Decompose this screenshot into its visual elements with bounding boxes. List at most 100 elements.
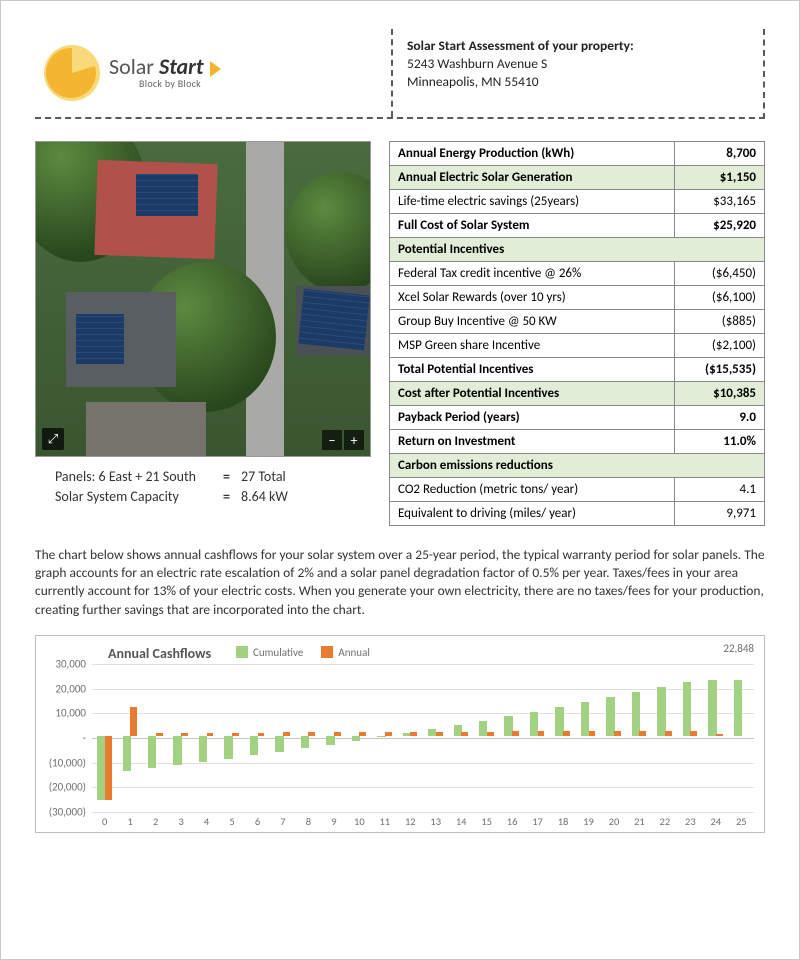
y-axis-label: 20,000 (42, 682, 86, 695)
y-axis-label: (30,000) (42, 805, 86, 818)
x-axis-label: 2 (153, 815, 158, 828)
chart-bar (326, 736, 334, 745)
address-line-2: Minneapolis, MN 55410 (407, 73, 753, 91)
chart-bar (283, 732, 290, 735)
x-axis-label: 17 (532, 815, 543, 828)
chart-bar (359, 732, 366, 736)
table-row: Return on Investment11.0% (390, 430, 765, 454)
explanatory-paragraph: The chart below shows annual cashflows f… (35, 546, 765, 619)
chart-bar (123, 736, 131, 772)
chart-bar (224, 736, 232, 759)
chart-bar (665, 731, 672, 736)
chart-bar (683, 682, 691, 736)
table-row: Annual Energy Production (kWh)8,700 (390, 142, 765, 166)
x-axis-label: 13 (430, 815, 441, 828)
chart-bar (352, 736, 360, 741)
chart-bar (461, 732, 468, 736)
x-axis-label: 16 (507, 815, 518, 828)
system-summary: Panels: 6 East + 21 South = 27 Total Sol… (35, 467, 371, 508)
logo-arrow-icon (210, 61, 221, 77)
chart-bar (173, 736, 181, 765)
chart-bar (308, 732, 315, 736)
logo-icon (43, 44, 101, 102)
capacity-label: Solar System Capacity (55, 487, 223, 507)
chart-bar (199, 736, 207, 762)
chart-bar (301, 736, 309, 748)
chart-bar (614, 731, 621, 736)
chart-bar (410, 732, 417, 736)
financial-table: Annual Energy Production (kWh)8,700Annua… (389, 141, 765, 526)
table-row: Carbon emissions reductions (390, 454, 765, 478)
cashflow-chart: Annual Cashflows Cumulative Annual 22,84… (35, 635, 765, 833)
table-row: Xcel Solar Rewards (over 10 yrs)($6,100) (390, 286, 765, 310)
table-row: Equivalent to driving (miles/ year)9,971 (390, 502, 765, 526)
zoom-out-button[interactable]: − (322, 430, 342, 450)
x-axis-label: 0 (102, 815, 107, 828)
chart-title: Annual Cashflows (108, 645, 211, 662)
x-axis-label: 9 (331, 815, 336, 828)
y-axis-label: (10,000) (42, 756, 86, 769)
chart-bar (487, 732, 494, 736)
chart-bar (148, 736, 156, 768)
zoom-controls[interactable]: − + (322, 430, 364, 450)
x-axis-label: 15 (481, 815, 492, 828)
chart-bar (105, 736, 112, 800)
table-row: Annual Electric Solar Generation$1,150 (390, 166, 765, 190)
chart-bar (708, 680, 716, 736)
x-axis-label: 11 (379, 815, 390, 828)
x-axis-label: 25 (736, 815, 747, 828)
x-axis-label: 8 (306, 815, 311, 828)
zoom-in-button[interactable]: + (344, 430, 364, 450)
x-axis-label: 3 (178, 815, 183, 828)
chart-bar (207, 733, 214, 736)
chart-bar (385, 732, 392, 736)
chart-bar (377, 736, 385, 737)
x-axis-label: 23 (685, 815, 696, 828)
x-axis-label: 4 (204, 815, 209, 828)
chart-bar (334, 732, 341, 736)
y-axis-label: (20,000) (42, 781, 86, 794)
x-axis-label: 24 (710, 815, 721, 828)
table-row: Total Potential Incentives($15,535) (390, 358, 765, 382)
chart-legend: Cumulative Annual (236, 646, 370, 659)
legend-cumulative: Cumulative (253, 646, 303, 659)
x-axis-label: 6 (255, 815, 260, 828)
x-axis-label: 19 (583, 815, 594, 828)
table-row: Payback Period (years)9.0 (390, 406, 765, 430)
panels-value: 27 Total (241, 467, 286, 487)
x-axis-label: 20 (609, 815, 620, 828)
x-axis-label: 14 (456, 815, 467, 828)
x-axis-label: 7 (280, 815, 285, 828)
table-row: MSP Green share Incentive($2,100) (390, 334, 765, 358)
assessment-title: Solar Start Assessment of your property: (407, 37, 753, 55)
chart-bar (232, 733, 239, 736)
x-axis-label: 12 (405, 815, 416, 828)
chart-bar (690, 731, 697, 736)
chart-bar (156, 733, 163, 736)
logo-area: Solar Start Block by Block (35, 29, 393, 117)
panels-label: Panels: 6 East + 21 South (55, 467, 223, 487)
table-row: CO2 Reduction (metric tons/ year)4.1 (390, 478, 765, 502)
expand-icon[interactable]: ⤢ (42, 428, 64, 450)
chart-bar (657, 687, 665, 736)
chart-bar (589, 731, 596, 736)
x-axis-label: 10 (354, 815, 365, 828)
chart-bar (734, 680, 742, 736)
chart-bar (563, 731, 570, 736)
header: Solar Start Block by Block Solar Start A… (35, 29, 765, 119)
table-row: Life-time electric savings (25years)$33,… (390, 190, 765, 214)
table-row: Full Cost of Solar System$25,920 (390, 214, 765, 238)
chart-bar (716, 734, 723, 736)
logo-subtitle: Block by Block (139, 77, 204, 90)
table-row: Federal Tax credit incentive @ 26%($6,45… (390, 262, 765, 286)
chart-bar (512, 731, 519, 735)
table-row: Group Buy Incentive @ 50 KW($885) (390, 310, 765, 334)
property-address: Solar Start Assessment of your property:… (393, 29, 763, 117)
legend-annual: Annual (338, 646, 370, 659)
chart-bar (639, 731, 646, 736)
chart-bar (130, 707, 137, 735)
chart-bar (250, 736, 258, 755)
x-axis-label: 21 (634, 815, 645, 828)
y-axis-label: - (42, 731, 86, 744)
table-row: Potential Incentives (390, 238, 765, 262)
